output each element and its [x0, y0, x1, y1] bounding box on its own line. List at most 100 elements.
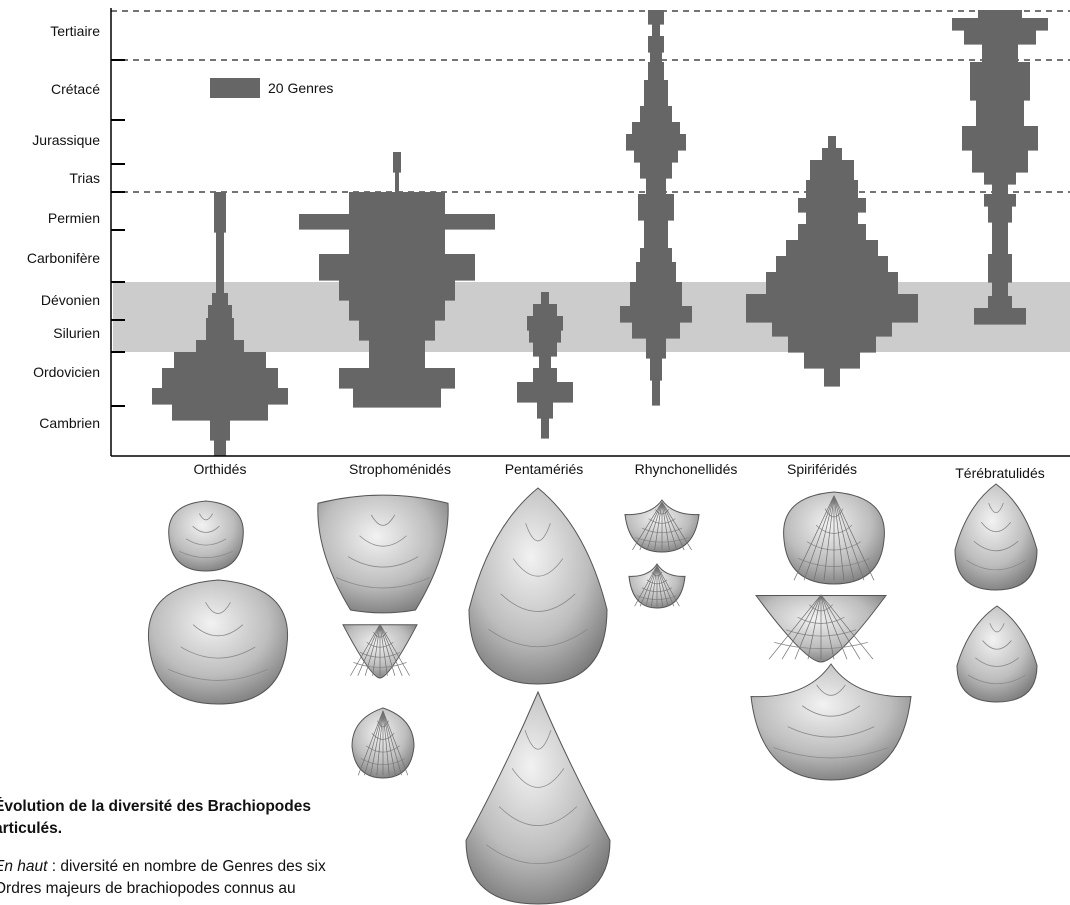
- spindle-segment: [650, 52, 662, 63]
- figure-caption: Évolution de la diversité des Brachiopod…: [0, 796, 434, 900]
- spindle-segment: [824, 368, 840, 387]
- spindle-segment: [640, 106, 672, 123]
- spindle-3: [517, 292, 573, 439]
- spindle-segment: [214, 192, 226, 233]
- spindle-segment: [541, 292, 549, 305]
- spindle-6: [952, 10, 1048, 325]
- spindle-segment: [339, 280, 455, 301]
- spindle-segment: [359, 320, 435, 341]
- brachiopod-shell-illustration: [783, 491, 885, 585]
- period-label: Tertiaire: [50, 23, 100, 39]
- spindle-segment: [533, 304, 557, 317]
- spindle-segment: [804, 352, 860, 369]
- caption-body-em: En haut: [0, 858, 48, 875]
- spindle-segment: [972, 150, 1028, 173]
- caption-body-line2: Ordres majeurs de brachiopodes connus au: [0, 880, 296, 897]
- brachiopod-shell-illustration: [351, 707, 415, 779]
- spindle-segment: [992, 282, 1008, 297]
- brachiopod-shell-illustration: [468, 487, 608, 685]
- order-label: Strophoménidés: [349, 461, 451, 477]
- spindle-segment: [984, 172, 1016, 185]
- spindle-segment: [644, 80, 668, 107]
- spindle-segment: [644, 220, 668, 249]
- spindle-segment: [766, 272, 898, 295]
- spindle-segment: [638, 194, 674, 221]
- spindle-2: [299, 152, 495, 408]
- brachiopod-shell-illustration: [628, 563, 686, 609]
- spindle-segment: [214, 440, 226, 456]
- spindle-segment: [212, 293, 228, 306]
- spindle-segment: [650, 358, 662, 381]
- brachiopod-shell-illustration: [147, 579, 289, 705]
- spindle-segment: [632, 122, 680, 135]
- caption-title-line2: articulés.: [0, 820, 63, 837]
- caption-title: Évolution de la diversité des Brachiopod…: [0, 796, 434, 840]
- brachiopod-shell-illustration: [624, 499, 700, 553]
- period-label: Carbonifère: [27, 250, 100, 266]
- spindle-segment: [299, 214, 495, 230]
- legend-swatch: [210, 78, 260, 98]
- spindle-segment: [648, 62, 664, 81]
- spindle-segment: [152, 388, 288, 405]
- spindle-segment: [319, 254, 475, 281]
- order-label: Orthidés: [194, 461, 247, 477]
- spindle-segment: [982, 44, 1018, 63]
- spindle-segment: [517, 382, 573, 403]
- spindle-segment: [339, 368, 455, 389]
- spindle-segment: [806, 180, 858, 199]
- brachiopod-shell-illustration: [168, 500, 244, 572]
- spindle-segment: [646, 338, 666, 359]
- spindle-segment: [369, 340, 425, 369]
- spindle-segment: [788, 336, 876, 353]
- spindle-4: [620, 10, 692, 406]
- spindle-segment: [978, 10, 1022, 19]
- spindle-segment: [648, 36, 664, 53]
- spindle-segment: [533, 342, 557, 357]
- period-label: Permien: [48, 210, 100, 226]
- spindle-segment: [652, 380, 660, 406]
- period-label: Ordovicien: [33, 364, 100, 380]
- spindle-segment: [798, 198, 866, 213]
- spindle-segment: [988, 254, 1012, 283]
- spindle-segment: [828, 136, 836, 149]
- spindle-segment: [746, 294, 918, 323]
- spindle-segment: [216, 232, 224, 294]
- brachiopod-shell-illustration: [750, 663, 912, 781]
- spindle-segment: [395, 172, 399, 193]
- spindle-segment: [992, 184, 1008, 195]
- caption-title-line1: Évolution de la diversité des Brachiopod…: [0, 798, 311, 815]
- period-label: Trias: [69, 170, 100, 186]
- period-label: Crétacé: [51, 81, 100, 97]
- spindle-segment: [349, 300, 445, 321]
- spindle-segment: [646, 178, 666, 195]
- spindle-segment: [174, 352, 266, 369]
- spindle-segment: [772, 322, 892, 337]
- spindle-segment: [964, 30, 1036, 45]
- spindle-segment: [640, 248, 672, 263]
- brachiopod-shell-illustration: [465, 690, 611, 905]
- period-label: Silurien: [53, 325, 100, 341]
- spindle-segment: [962, 126, 1038, 151]
- spindle-segment: [640, 162, 672, 179]
- spindle-segment: [798, 224, 866, 241]
- caption-body-rest: : diversité en nombre de Genres des six: [47, 858, 326, 875]
- spindle-segment: [630, 282, 682, 307]
- spindle-segment: [974, 308, 1026, 325]
- period-label: Cambrien: [39, 415, 100, 431]
- brachiopod-shell-illustration: [956, 605, 1038, 703]
- spindle-segment: [349, 192, 445, 215]
- spindle-segment: [806, 212, 858, 225]
- spindle-segment: [533, 368, 557, 383]
- order-label: Pentamériés: [505, 461, 584, 477]
- brachiopod-shell-illustration: [755, 594, 887, 663]
- spindle-segment: [537, 402, 553, 419]
- brachiopod-shell-illustration: [954, 483, 1038, 591]
- spindle-segment: [620, 306, 692, 323]
- spindle-segment: [952, 18, 1048, 31]
- spindle-segment: [626, 134, 686, 151]
- spindle-segment: [349, 229, 445, 255]
- spindle-segment: [988, 206, 1012, 223]
- spindle-segment: [652, 24, 660, 37]
